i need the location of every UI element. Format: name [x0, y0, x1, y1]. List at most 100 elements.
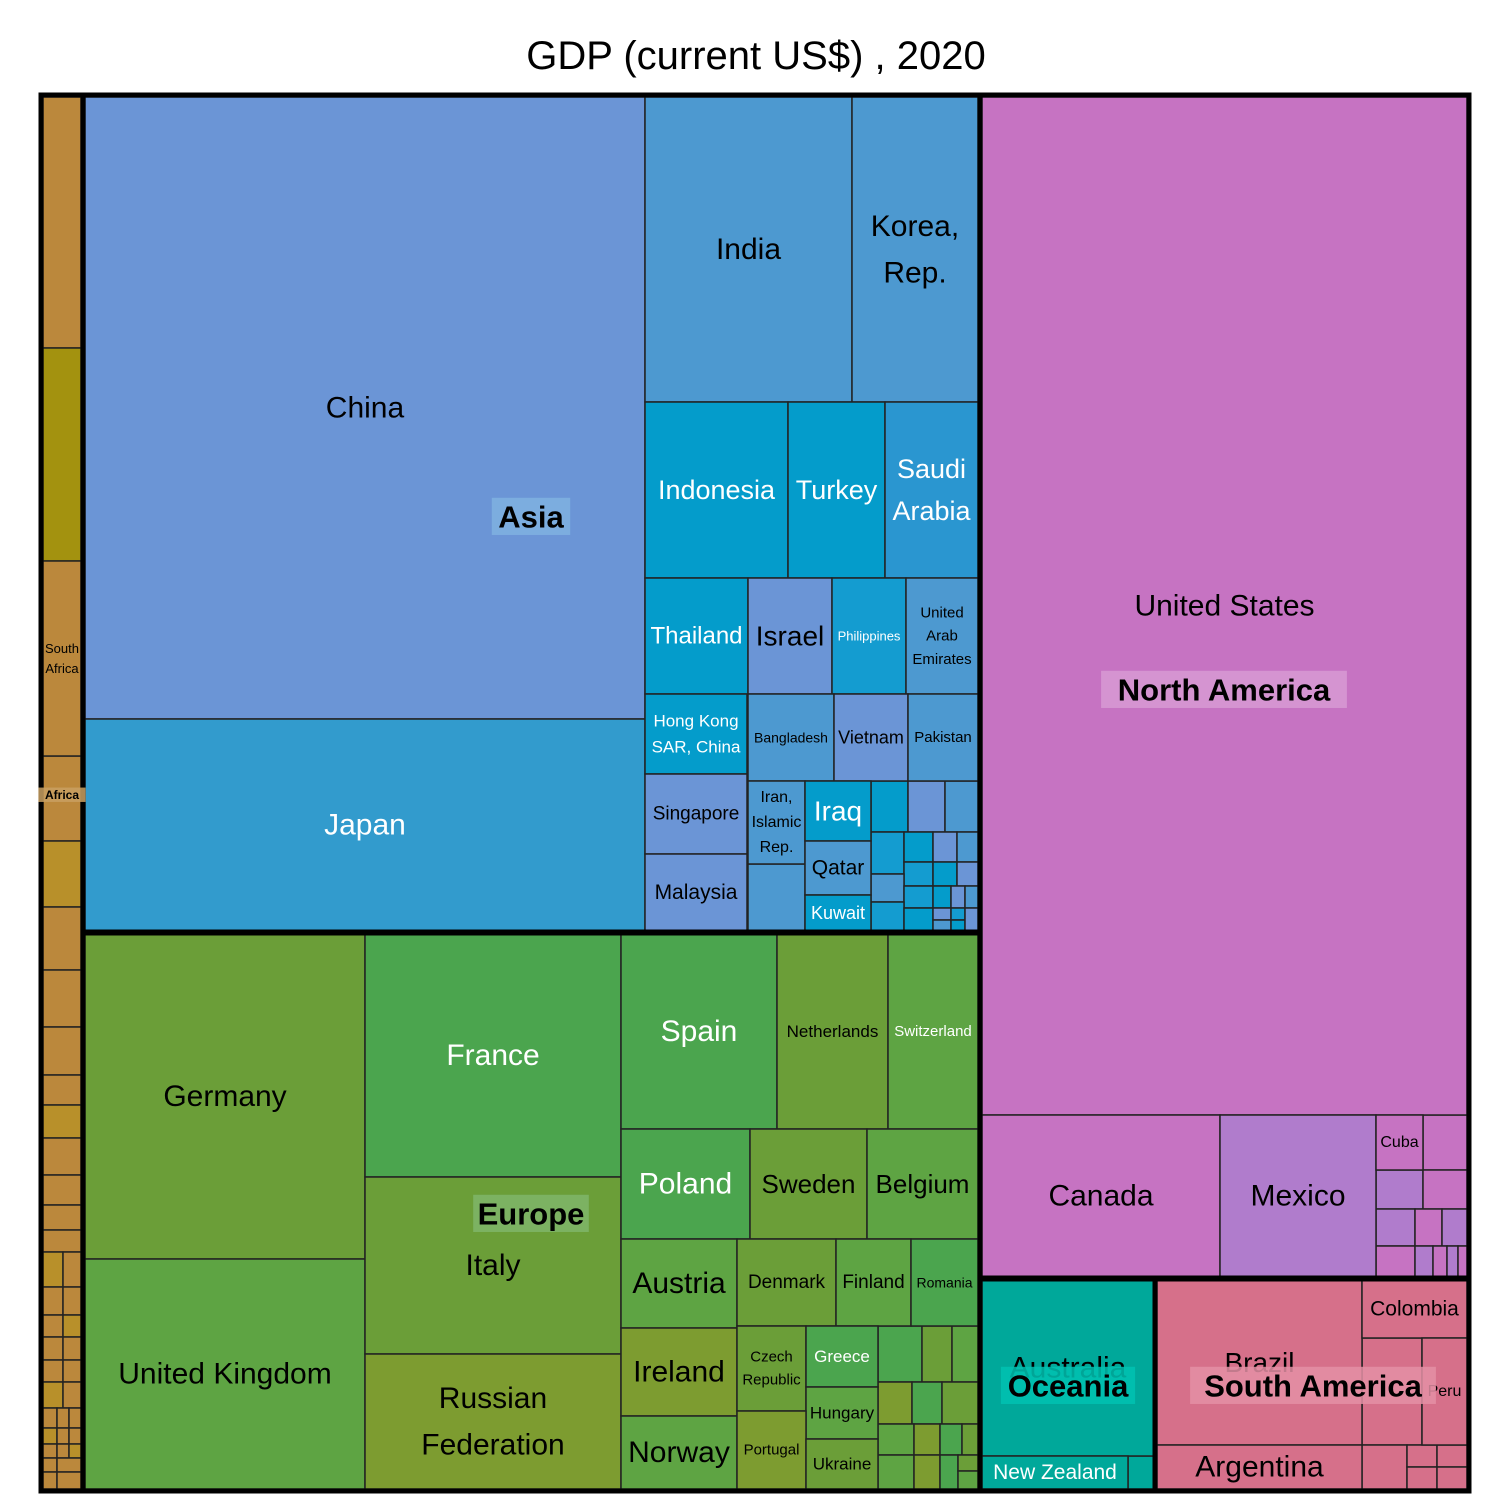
- treemap-cell-label: Spain: [661, 1015, 738, 1048]
- treemap-cell-unlabeled: [56, 1407, 70, 1429]
- treemap-cell-united-states: United States: [981, 96, 1468, 1116]
- treemap-cell-unlabeled: [956, 861, 979, 887]
- treemap-cell-unlabeled: [42, 906, 82, 971]
- treemap-cell-rect: [907, 693, 979, 782]
- treemap-cell-mexico: Mexico: [1219, 1114, 1377, 1278]
- treemap-cell-rect: [644, 853, 748, 932]
- treemap-cell-saudi-arabia: Saudi Arabia: [884, 401, 979, 579]
- treemap-cell-unlabeled: [42, 1443, 58, 1459]
- treemap-cell-label: Bangladesh: [754, 730, 828, 746]
- treemap-cell-label: Singapore: [653, 804, 740, 825]
- treemap-cell-hong-kong-sar-china: Hong Kong SAR, China: [644, 693, 748, 775]
- treemap-cell-qatar: Qatar: [804, 840, 872, 896]
- treemap-cell-unlabeled: [68, 1443, 82, 1459]
- treemap-cell-label: France: [446, 1039, 539, 1072]
- treemap-cell-rect: [866, 1128, 979, 1240]
- treemap-cell-unlabeled: [877, 1454, 915, 1490]
- treemap-cell-unlabeled: [907, 780, 946, 833]
- treemap-cell-norway: Norway: [620, 1415, 738, 1490]
- treemap-cell-unlabeled: [42, 1381, 64, 1409]
- treemap-cell-unlabeled: [957, 1454, 979, 1472]
- treemap-cell-unlabeled: [62, 1359, 82, 1383]
- treemap-cell-label: Netherlands: [787, 1022, 879, 1041]
- treemap-cell-united-arab-emirates: United Arab Emirates: [905, 577, 979, 695]
- treemap-cell-label: Russian Federation: [421, 1382, 564, 1462]
- treemap-cell-label: Ireland: [633, 1356, 725, 1389]
- treemap-cell-ireland: Ireland: [620, 1327, 738, 1417]
- treemap-cell-label: Saudi Arabia: [892, 454, 971, 526]
- group-label-bg: [491, 497, 571, 535]
- group-label-text: Europe: [478, 1197, 585, 1232]
- treemap-cell-unlabeled: [42, 1104, 82, 1139]
- treemap-cell-rect: [831, 577, 907, 695]
- treemap-cell-china: China: [84, 96, 646, 720]
- group-label-text: Oceania: [1008, 1369, 1129, 1404]
- group-label-south-america: South America: [1190, 1366, 1436, 1404]
- treemap-cell-unlabeled: [56, 1471, 82, 1490]
- treemap-cell-unlabeled: [913, 1454, 941, 1490]
- treemap-cell-unlabeled: [903, 907, 934, 932]
- treemap-cell-unlabeled: [964, 907, 979, 932]
- treemap-cell-rect: [1219, 1114, 1377, 1278]
- treemap-cell-label: India: [716, 233, 781, 266]
- treemap-cell-south-africa: South Africa: [42, 560, 82, 757]
- treemap-cell-label: Iraq: [814, 796, 862, 827]
- group-label-text: North America: [1118, 673, 1331, 708]
- treemap-cell-denmark: Denmark: [736, 1238, 837, 1327]
- treemap-cell-label: Malaysia: [655, 881, 738, 904]
- treemap-cell-rect: [1375, 1114, 1424, 1171]
- treemap-cell-unlabeled: [42, 1427, 58, 1445]
- treemap-cell-romania: Romania: [910, 1238, 979, 1327]
- treemap-cell-france: France: [364, 933, 622, 1178]
- treemap-cell-label: Iran, Islamic Rep.: [752, 789, 802, 856]
- group-label-north-america: North America: [1101, 670, 1347, 708]
- treemap-cell-label: Norway: [628, 1436, 730, 1469]
- treemap-cell-rect: [805, 1438, 879, 1490]
- treemap-cell-canada: Canada: [981, 1114, 1221, 1278]
- treemap-cell-rect: [787, 401, 886, 579]
- treemap-cell-unlabeled: [956, 831, 979, 863]
- treemap-cell-unlabeled: [68, 1427, 82, 1445]
- treemap-cell-rect: [804, 840, 872, 896]
- treemap-cell-unlabeled: [870, 901, 905, 932]
- treemap-cell-unlabeled: [903, 885, 934, 909]
- treemap-cell-malaysia: Malaysia: [644, 853, 748, 932]
- treemap-cell-rect: [747, 577, 833, 695]
- treemap-cell-poland: Poland: [620, 1128, 751, 1240]
- treemap-cell-rect: [805, 1386, 879, 1440]
- treemap-cell-rect: [644, 773, 748, 855]
- treemap-cell-label: Qatar: [812, 857, 865, 880]
- treemap-cell-russian-federation: Russian Federation: [364, 1353, 622, 1490]
- treemap-cell-unlabeled: [944, 780, 979, 833]
- treemap-cell-rect: [644, 401, 789, 579]
- treemap-cell-rect: [981, 1114, 1221, 1278]
- treemap-cell-korea-rep: Korea, Rep.: [851, 96, 979, 403]
- treemap-cell-belgium: Belgium: [866, 1128, 979, 1240]
- treemap-cell-label: New Zealand: [993, 1461, 1117, 1484]
- treemap-cell-kuwait: Kuwait: [804, 894, 872, 932]
- treemap-cell-unlabeled: [68, 1407, 82, 1429]
- treemap-cell-sweden: Sweden: [749, 1128, 868, 1240]
- treemap-cell-unlabeled: [42, 96, 82, 349]
- treemap-cell-unlabeled: [1375, 1208, 1416, 1247]
- treemap-cell-unlabeled: [957, 1470, 979, 1490]
- treemap-cell-label: United Kingdom: [118, 1358, 331, 1391]
- treemap-cell-label: Hungary: [810, 1404, 875, 1423]
- treemap-cell-unlabeled: [62, 1314, 82, 1338]
- treemap-cell-unlabeled: [939, 1423, 963, 1456]
- treemap-cell-label: Austria: [632, 1267, 726, 1300]
- treemap-cell-label: Vietnam: [838, 728, 904, 748]
- treemap-cell-rect: [805, 1325, 879, 1388]
- group-label-africa: Africa: [38, 787, 86, 802]
- treemap-cell-unlabeled: [42, 1174, 82, 1206]
- treemap-cell-unlabeled: [42, 1204, 82, 1231]
- treemap-cell-label: Israel: [756, 621, 824, 652]
- treemap-cell-netherlands: Netherlands: [776, 933, 889, 1130]
- treemap-cell-unlabeled: [1127, 1455, 1155, 1490]
- treemap-cell-bangladesh: Bangladesh: [747, 693, 835, 782]
- treemap-cell-india: India: [644, 96, 853, 403]
- treemap-cell-israel: Israel: [747, 577, 833, 695]
- treemap-cell-rect: [910, 1238, 979, 1327]
- treemap-cell-rect: [736, 1325, 807, 1412]
